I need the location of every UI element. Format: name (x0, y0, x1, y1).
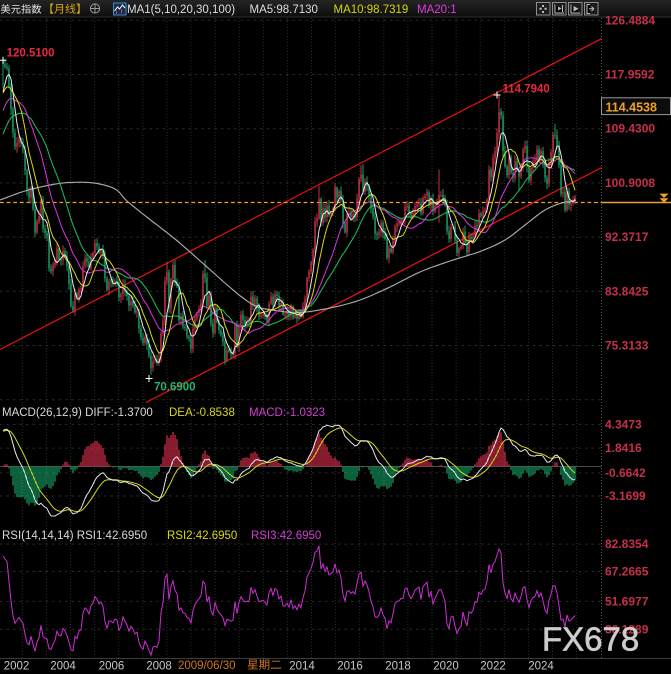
svg-text:83.8425: 83.8425 (605, 284, 649, 298)
svg-text:RSI3:42.6950: RSI3:42.6950 (251, 530, 321, 542)
svg-text:2004: 2004 (50, 661, 76, 673)
svg-text:2022: 2022 (480, 661, 506, 673)
svg-text:51.6977: 51.6977 (605, 594, 649, 608)
svg-text:2018: 2018 (385, 661, 411, 673)
svg-text:2016: 2016 (337, 661, 363, 673)
svg-text:2009/06/30: 2009/06/30 (178, 660, 236, 672)
svg-text:100.9008: 100.9008 (605, 176, 655, 190)
svg-text:MA20:1: MA20:1 (417, 4, 457, 16)
svg-text:MA10:98.7319: MA10:98.7319 (334, 4, 409, 16)
svg-text:70.6900: 70.6900 (154, 381, 196, 393)
svg-text:2008: 2008 (146, 661, 172, 673)
svg-text:2020: 2020 (433, 661, 459, 673)
svg-text:36.1289: 36.1289 (605, 622, 649, 636)
svg-text:2014: 2014 (289, 661, 315, 673)
svg-text:117.9592: 117.9592 (605, 68, 655, 82)
svg-text:2024: 2024 (528, 661, 554, 673)
svg-text:1.8416: 1.8416 (605, 441, 642, 455)
svg-text:4.3473: 4.3473 (605, 417, 642, 431)
svg-text:109.4300: 109.4300 (605, 122, 655, 136)
svg-text:75.3133: 75.3133 (605, 339, 649, 353)
svg-text:RSI(14,14,14) RSI1:42.6950: RSI(14,14,14) RSI1:42.6950 (2, 530, 147, 542)
svg-text:67.2665: 67.2665 (605, 565, 649, 579)
svg-text:-3.1699: -3.1699 (605, 489, 646, 503)
svg-text:2002: 2002 (4, 661, 30, 673)
svg-text:-0.6642: -0.6642 (605, 466, 646, 480)
svg-text:MACD(26,12,9) DIFF:-1.3700: MACD(26,12,9) DIFF:-1.3700 (2, 407, 153, 419)
svg-text:126.4884: 126.4884 (605, 13, 655, 27)
svg-text:DEA:-0.8538: DEA:-0.8538 (169, 407, 235, 419)
svg-text:114.7940: 114.7940 (503, 83, 550, 95)
svg-text:120.5100: 120.5100 (7, 47, 55, 59)
svg-text:RSI2:42.6950: RSI2:42.6950 (167, 530, 237, 542)
svg-text:92.3717: 92.3717 (605, 230, 649, 244)
svg-text:MA1(5,10,20,30,100): MA1(5,10,20,30,100) (127, 4, 235, 16)
svg-text:MACD:-1.0323: MACD:-1.0323 (249, 407, 325, 419)
svg-text:114.4538: 114.4538 (606, 100, 657, 114)
svg-text:MA5:98.7130: MA5:98.7130 (250, 4, 318, 16)
svg-text:2006: 2006 (99, 661, 125, 673)
svg-text:82.8354: 82.8354 (605, 537, 649, 551)
svg-text:FX678: FX678 (542, 621, 639, 658)
